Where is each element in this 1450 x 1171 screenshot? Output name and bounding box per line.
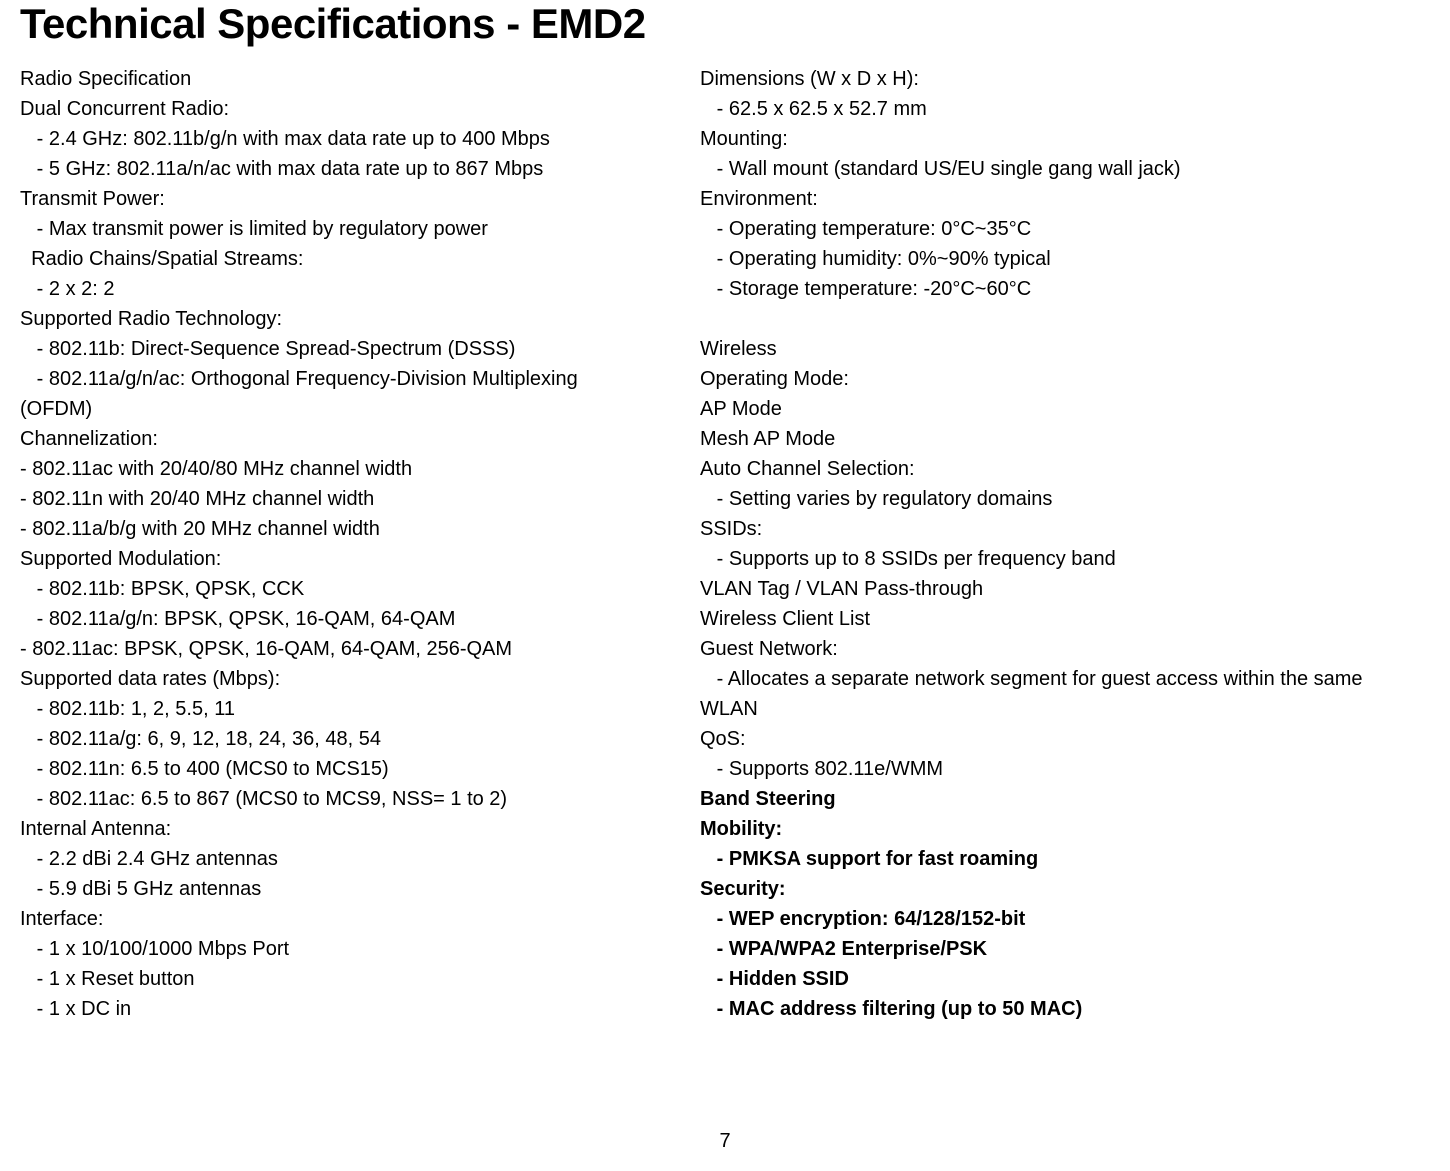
spec-line: - Supports up to 8 SSIDs per frequency b… bbox=[700, 544, 1390, 574]
spec-line: Operating Mode: bbox=[700, 364, 1390, 394]
spec-line: Security: bbox=[700, 874, 1390, 904]
spec-line: - 802.11a/b/g with 20 MHz channel width bbox=[20, 514, 640, 544]
spec-line: - Hidden SSID bbox=[700, 964, 1390, 994]
spec-line: QoS: bbox=[700, 724, 1390, 754]
spec-line: Environment: bbox=[700, 184, 1390, 214]
spec-line: Internal Antenna: bbox=[20, 814, 640, 844]
spec-line: - MAC address filtering (up to 50 MAC) bbox=[700, 994, 1390, 1024]
spec-line: - 62.5 x 62.5 x 52.7 mm bbox=[700, 94, 1390, 124]
spec-line: - 1 x Reset button bbox=[20, 964, 640, 994]
spec-line: Auto Channel Selection: bbox=[700, 454, 1390, 484]
spec-line: Channelization: bbox=[20, 424, 640, 454]
spec-line: Dual Concurrent Radio: bbox=[20, 94, 640, 124]
spec-line: - 802.11ac: BPSK, QPSK, 16-QAM, 64-QAM, … bbox=[20, 634, 640, 664]
spec-line: AP Mode bbox=[700, 394, 1390, 424]
spec-line: - 5.9 dBi 5 GHz antennas bbox=[20, 874, 640, 904]
spec-line: Mounting: bbox=[700, 124, 1390, 154]
spec-line: Supported Modulation: bbox=[20, 544, 640, 574]
spec-line: Radio Specification bbox=[20, 64, 640, 94]
spec-line: Transmit Power: bbox=[20, 184, 640, 214]
spec-line: Supported Radio Technology: bbox=[20, 304, 640, 334]
spec-line: - Wall mount (standard US/EU single gang… bbox=[700, 154, 1390, 184]
spec-line: - 1 x DC in bbox=[20, 994, 640, 1024]
spec-line: - PMKSA support for fast roaming bbox=[700, 844, 1390, 874]
spec-line: - 2.2 dBi 2.4 GHz antennas bbox=[20, 844, 640, 874]
spec-line: Wireless bbox=[700, 334, 1390, 364]
spec-line: - Storage temperature: -20°C~60°C bbox=[700, 274, 1390, 304]
spec-line: - 802.11ac: 6.5 to 867 (MCS0 to MCS9, NS… bbox=[20, 784, 640, 814]
spec-line: - Operating temperature: 0°C~35°C bbox=[700, 214, 1390, 244]
content-columns: Radio SpecificationDual Concurrent Radio… bbox=[20, 64, 1430, 1024]
spec-line: Wireless Client List bbox=[700, 604, 1390, 634]
spec-line: Dimensions (W x D x H): bbox=[700, 64, 1390, 94]
spec-line: - Max transmit power is limited by regul… bbox=[20, 214, 640, 244]
page-title: Technical Specifications - EMD2 bbox=[20, 0, 1430, 48]
spec-line: - 802.11n with 20/40 MHz channel width bbox=[20, 484, 640, 514]
spec-line: Guest Network: bbox=[700, 634, 1390, 664]
spec-line: - WPA/WPA2 Enterprise/PSK bbox=[700, 934, 1390, 964]
spec-line: - 5 GHz: 802.11a/n/ac with max data rate… bbox=[20, 154, 640, 184]
left-column: Radio SpecificationDual Concurrent Radio… bbox=[20, 64, 640, 1024]
spec-line: - 802.11n: 6.5 to 400 (MCS0 to MCS15) bbox=[20, 754, 640, 784]
spec-line: - Setting varies by regulatory domains bbox=[700, 484, 1390, 514]
spec-line: Supported data rates (Mbps): bbox=[20, 664, 640, 694]
spec-line: Interface: bbox=[20, 904, 640, 934]
spec-line: - 2.4 GHz: 802.11b/g/n with max data rat… bbox=[20, 124, 640, 154]
spec-line: - WEP encryption: 64/128/152-bit bbox=[700, 904, 1390, 934]
spec-line: - 802.11a/g/n/ac: Orthogonal Frequency-D… bbox=[20, 364, 640, 424]
right-column: Dimensions (W x D x H): - 62.5 x 62.5 x … bbox=[700, 64, 1390, 1024]
spec-line: - 1 x 10/100/1000 Mbps Port bbox=[20, 934, 640, 964]
spec-line: Band Steering bbox=[700, 784, 1390, 814]
spec-line: - Operating humidity: 0%~90% typical bbox=[700, 244, 1390, 274]
spec-line: - 802.11b: 1, 2, 5.5, 11 bbox=[20, 694, 640, 724]
spec-line: - 2 x 2: 2 bbox=[20, 274, 640, 304]
spec-line: Radio Chains/Spatial Streams: bbox=[20, 244, 640, 274]
spec-line: SSIDs: bbox=[700, 514, 1390, 544]
spec-line: - Allocates a separate network segment f… bbox=[700, 664, 1390, 724]
spec-line: - 802.11b: Direct-Sequence Spread-Spectr… bbox=[20, 334, 640, 364]
spec-line: Mesh AP Mode bbox=[700, 424, 1390, 454]
page-number: 7 bbox=[719, 1130, 730, 1153]
spec-line: - Supports 802.11e/WMM bbox=[700, 754, 1390, 784]
spec-line: - 802.11ac with 20/40/80 MHz channel wid… bbox=[20, 454, 640, 484]
spec-line: Mobility: bbox=[700, 814, 1390, 844]
spec-line: - 802.11a/g/n: BPSK, QPSK, 16-QAM, 64-QA… bbox=[20, 604, 640, 634]
spec-line bbox=[700, 304, 1390, 334]
spec-line: VLAN Tag / VLAN Pass-through bbox=[700, 574, 1390, 604]
spec-line: - 802.11b: BPSK, QPSK, CCK bbox=[20, 574, 640, 604]
spec-line: - 802.11a/g: 6, 9, 12, 18, 24, 36, 48, 5… bbox=[20, 724, 640, 754]
